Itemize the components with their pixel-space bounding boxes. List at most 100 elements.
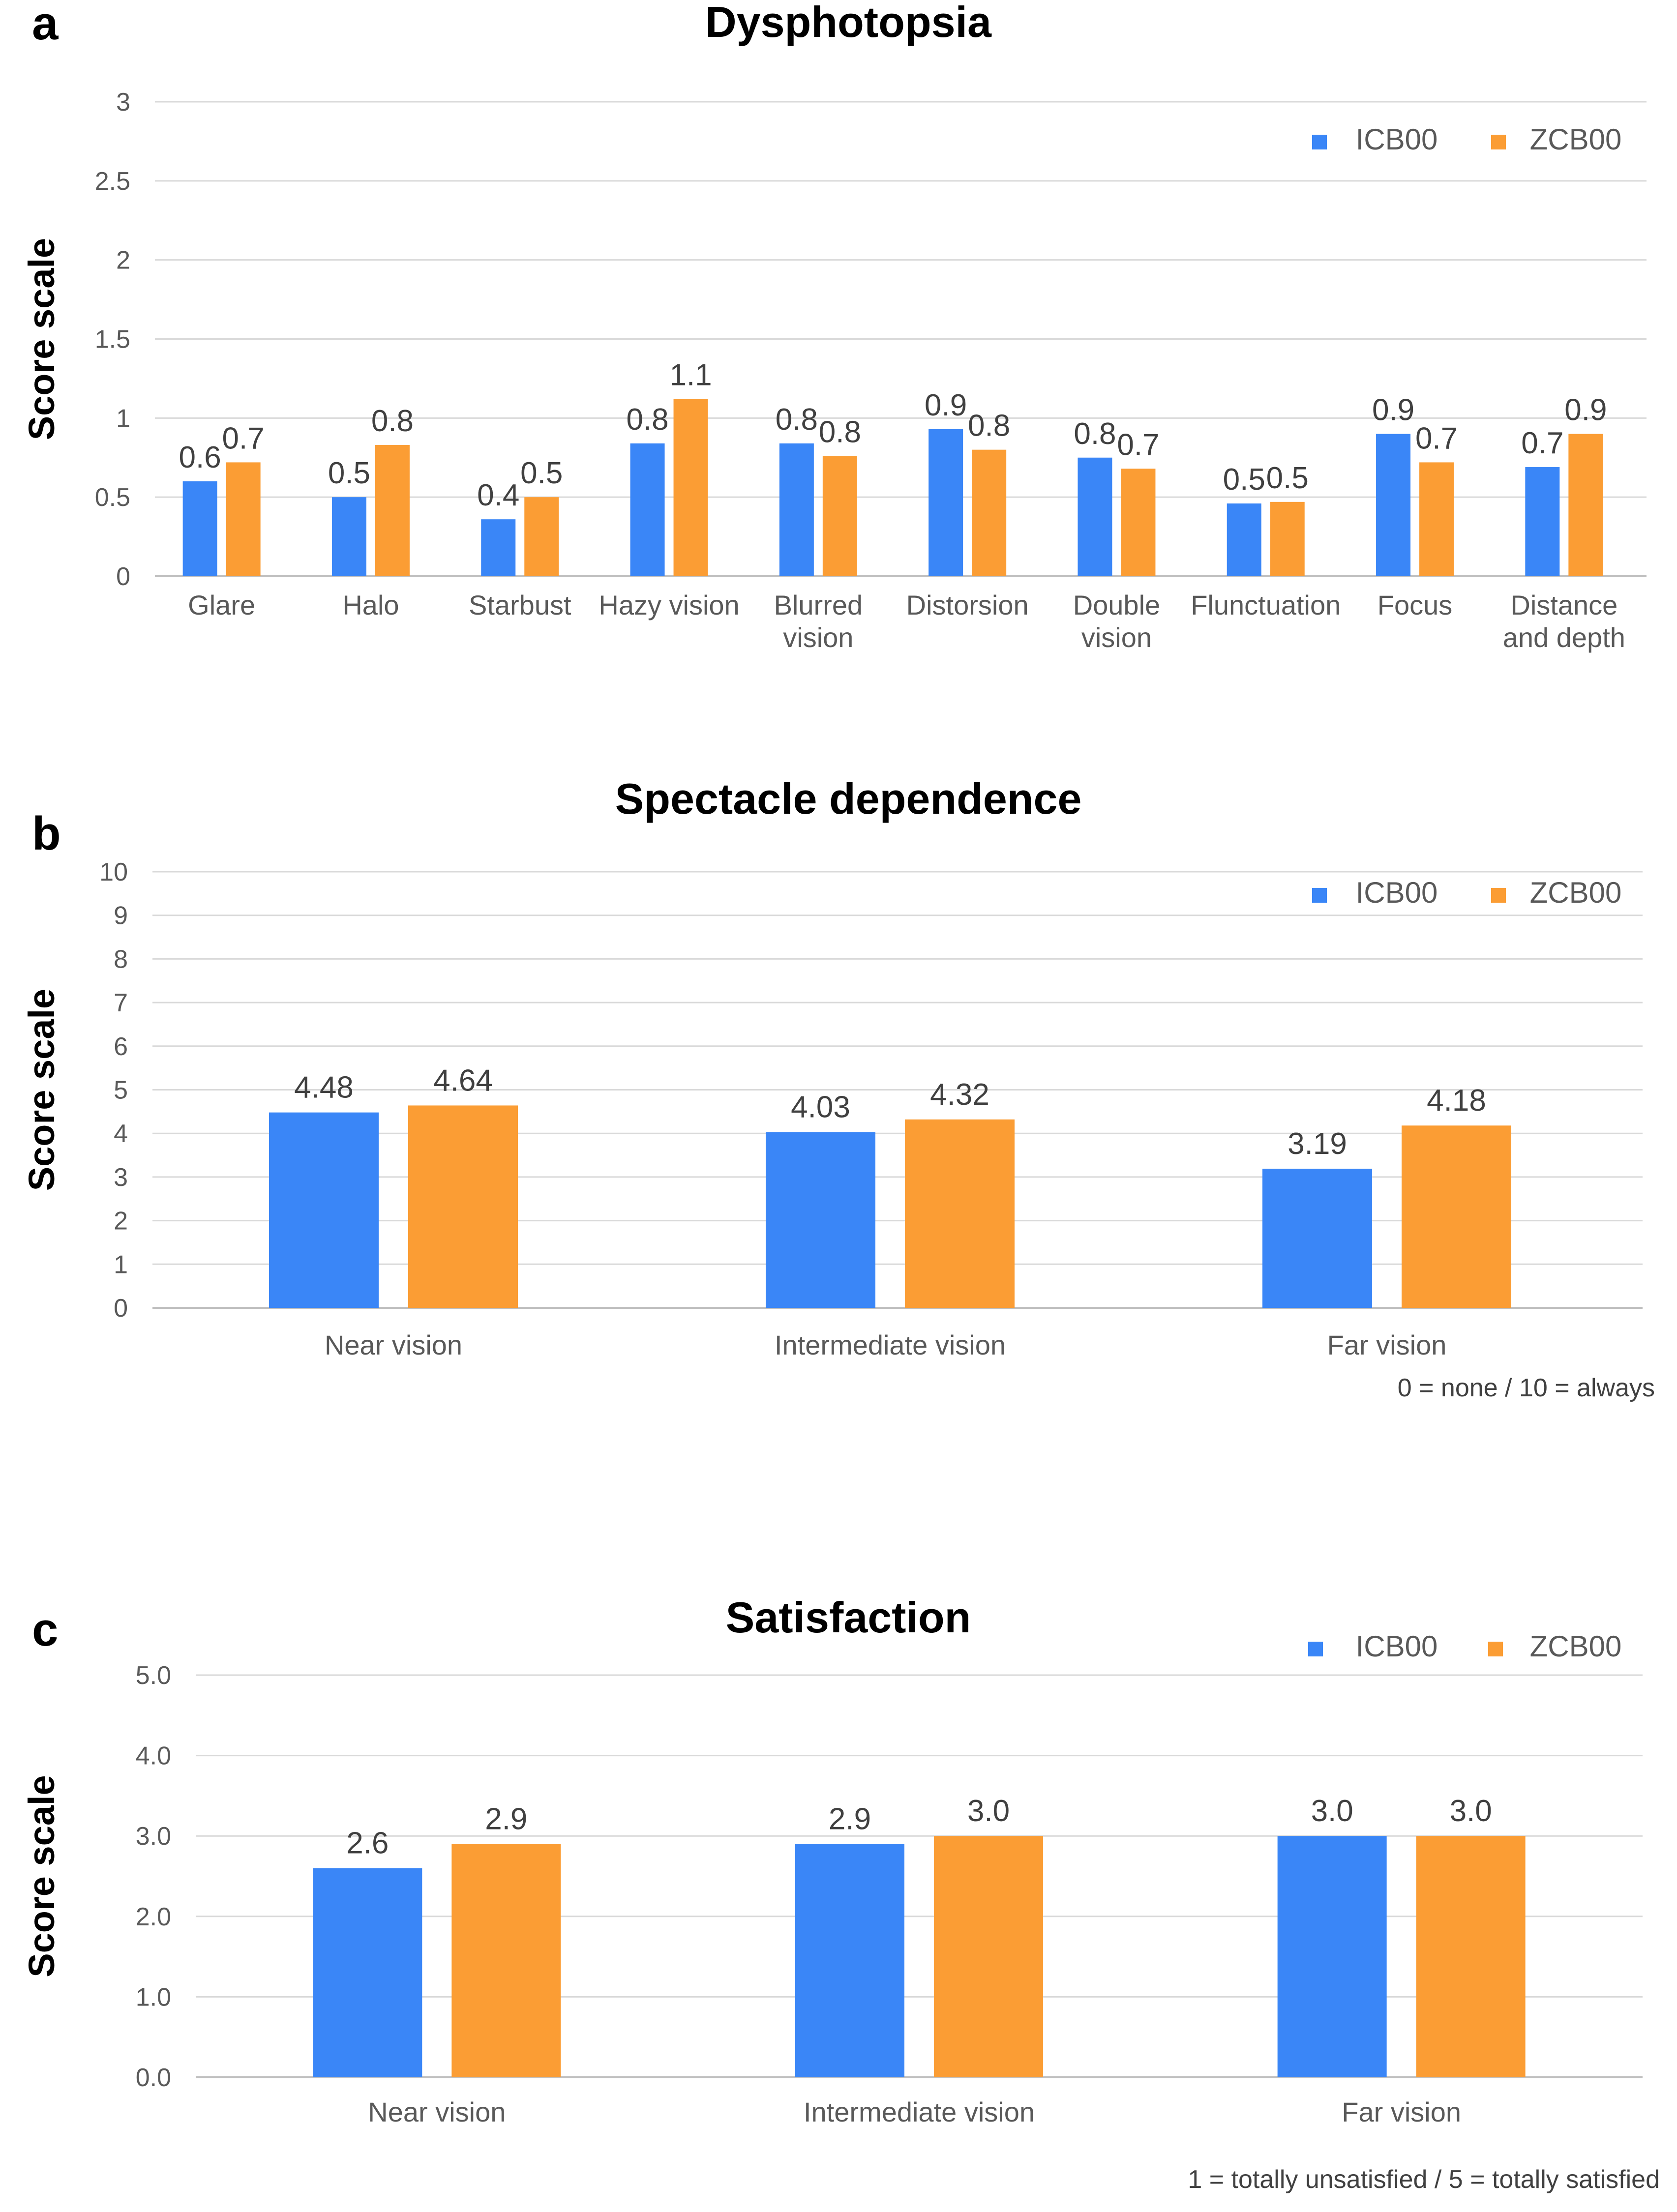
legend-swatch-icb00 — [1312, 888, 1327, 903]
y-tick-label: 2.5 — [95, 167, 130, 196]
panel-letter: c — [32, 1603, 58, 1656]
y-tick-label: 5 — [114, 1076, 128, 1105]
y-tick-label: 0 — [116, 562, 130, 591]
data-label: 0.8 — [626, 403, 668, 437]
y-axis-label: Score scale — [21, 989, 62, 1191]
y-tick-label: 0.5 — [95, 483, 130, 512]
legend-label: ICB00 — [1356, 1630, 1438, 1663]
scale-note: 1 = totally unsatisfied / 5 = totally sa… — [1188, 2165, 1660, 2194]
data-label: 4.03 — [791, 1091, 850, 1124]
data-label: 0.5 — [1223, 463, 1265, 497]
bar-icb00 — [269, 1112, 379, 1308]
y-tick-label: 4 — [114, 1120, 128, 1148]
bar-icb00 — [1227, 503, 1261, 576]
data-label: 3.0 — [967, 1794, 1010, 1828]
x-tick-label: Intermediate vision — [775, 1329, 1006, 1360]
bar-icb00 — [481, 519, 516, 576]
y-tick-label: 0.0 — [136, 2064, 171, 2092]
y-tick-label: 1.5 — [95, 325, 130, 354]
bar-icb00 — [779, 443, 814, 576]
bar-icb00 — [1525, 467, 1560, 576]
bar-icb00 — [331, 497, 366, 576]
y-axis-label: Score scale — [21, 1775, 62, 1977]
bar-icb00 — [766, 1132, 875, 1308]
x-tick-label: Hazy vision — [599, 590, 739, 620]
y-tick-label: 9 — [114, 902, 128, 930]
bar-icb00 — [1277, 1836, 1387, 2077]
data-label: 4.32 — [930, 1078, 989, 1112]
y-tick-label: 8 — [114, 945, 128, 973]
bar-icb00 — [795, 1844, 904, 2077]
bar-zcb00 — [375, 445, 410, 576]
chart-panel-b: b Spectacle dependence Score scale 0 1 2 3 4 5 6 7… — [21, 774, 1655, 1402]
y-tick-label: 2 — [114, 1207, 128, 1236]
bar-icb00 — [1262, 1169, 1372, 1308]
data-label: 0.7 — [222, 421, 265, 455]
bar-zcb00 — [673, 399, 708, 576]
data-label: 3.19 — [1288, 1127, 1347, 1161]
bar-zcb00 — [451, 1844, 561, 2077]
legend-swatch-zcb00 — [1491, 135, 1506, 149]
chart-title: Satisfaction — [726, 1593, 971, 1642]
legend-swatch-icb00 — [1308, 1642, 1323, 1656]
x-tick-label: Double — [1073, 590, 1160, 620]
x-tick-label: vision — [783, 622, 853, 653]
y-tick-label: 5.0 — [136, 1661, 171, 1690]
data-label: 0.4 — [477, 478, 519, 512]
bar-zcb00 — [905, 1119, 1015, 1308]
legend-label: ICB00 — [1356, 876, 1438, 909]
legend-label: ZCB00 — [1530, 1630, 1622, 1663]
x-tick-label: vision — [1081, 622, 1152, 653]
bar-zcb00 — [524, 497, 559, 576]
bar-zcb00 — [1121, 469, 1156, 576]
data-label: 0.7 — [1415, 421, 1458, 455]
bar-icb00 — [1078, 457, 1112, 576]
data-label: 0.6 — [179, 441, 221, 474]
x-tick-label: Near vision — [368, 2096, 506, 2127]
chart-panel-c: c Satisfaction Score scale 0.0 1.0 2.0 3.0 4.0 5… — [21, 1593, 1660, 2194]
data-label: 4.18 — [1427, 1084, 1486, 1118]
data-label: 0.9 — [1372, 393, 1414, 427]
y-tick-label: 3 — [114, 1163, 128, 1192]
bar-zcb00 — [1402, 1125, 1511, 1308]
bar-zcb00 — [226, 462, 261, 576]
bar-zcb00 — [934, 1836, 1043, 2077]
data-label: 2.6 — [346, 1827, 389, 1860]
x-tick-label: Intermediate vision — [804, 2096, 1035, 2127]
data-label: 0.5 — [328, 456, 370, 490]
data-label: 0.8 — [1074, 417, 1116, 451]
legend-label: ZCB00 — [1530, 123, 1622, 156]
bar-zcb00 — [408, 1105, 518, 1308]
chart-panel-a: a Dysphotopsia Score scale 0 0.5 1 1.5 2 2.5 3 0.6… — [21, 0, 1647, 653]
bar-icb00 — [1376, 434, 1411, 576]
scale-note: 0 = none / 10 = always — [1398, 1374, 1655, 1402]
data-label: 0.9 — [925, 388, 967, 422]
data-label: 3.0 — [1311, 1794, 1353, 1828]
panel-letter: a — [32, 0, 59, 50]
data-label: 0.8 — [968, 409, 1010, 443]
y-tick-label: 4.0 — [136, 1742, 171, 1770]
x-tick-label: Starbust — [469, 590, 571, 620]
data-label: 3.0 — [1450, 1794, 1492, 1828]
panel-letter: b — [32, 807, 61, 860]
chart-title: Spectacle dependence — [615, 774, 1082, 823]
y-tick-label: 3 — [116, 88, 130, 117]
bar-zcb00 — [1419, 462, 1454, 576]
data-label: 2.9 — [829, 1802, 871, 1836]
data-label: 4.48 — [294, 1071, 354, 1105]
bar-zcb00 — [972, 449, 1007, 576]
y-tick-label: 2.0 — [136, 1903, 171, 1931]
legend-swatch-zcb00 — [1488, 1642, 1503, 1656]
bar-zcb00 — [1568, 434, 1603, 576]
bar-icb00 — [182, 481, 217, 576]
x-tick-label: Glare — [188, 590, 255, 620]
x-tick-label: Near vision — [325, 1329, 462, 1360]
y-tick-label: 1.0 — [136, 1983, 171, 2011]
data-label: 0.5 — [1266, 461, 1309, 495]
legend-swatch-icb00 — [1312, 135, 1327, 149]
x-tick-label: Distorsion — [906, 590, 1029, 620]
y-axis-label: Score scale — [21, 238, 62, 440]
data-label: 0.7 — [1117, 428, 1159, 462]
x-tick-label: Blurred — [774, 590, 863, 620]
data-label: 1.1 — [669, 358, 712, 392]
